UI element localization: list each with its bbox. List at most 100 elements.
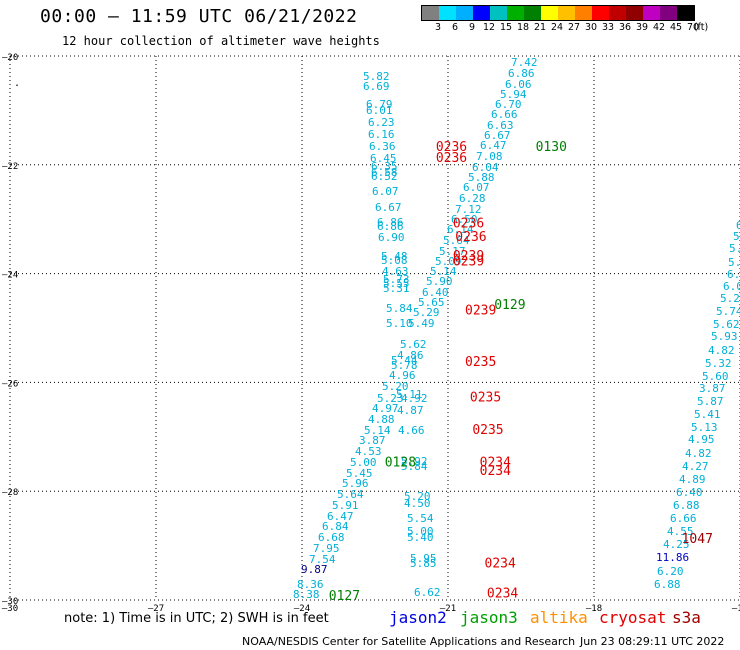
track-time-label: 0236 — [455, 230, 486, 245]
swh-value-label: 6.35 — [371, 160, 398, 173]
y-tick-label: –30 — [2, 597, 18, 607]
swh-value-label: 8.38 — [293, 588, 320, 601]
swh-value-label: 4.97 — [372, 402, 399, 415]
swh-value-label: 6.62 — [414, 586, 441, 599]
colorbar-swatch — [592, 6, 609, 20]
swh-value-label: 6.66 — [670, 512, 697, 525]
swh-value-label: 5.17 — [439, 245, 466, 258]
swh-value-label: 5.91 — [332, 499, 359, 512]
y-tick-label: –22 — [2, 162, 18, 172]
colorbar-tick: 24 — [550, 22, 564, 33]
swh-value-label: 5.49 — [408, 317, 435, 330]
colorbar-tick: 15 — [499, 22, 513, 33]
swh-value-label: 4.89 — [679, 473, 706, 486]
swh-value-label: 6.63 — [487, 119, 514, 132]
track-time-label: 0239 — [453, 254, 484, 269]
swh-value-label: 5.95 — [410, 552, 437, 565]
track-time-label: 0234 — [480, 456, 511, 471]
swh-value-label-high: 11.86 — [656, 551, 689, 564]
legend-item-jason2: jason2 — [389, 608, 447, 627]
colorbar-swatch — [575, 6, 592, 20]
swh-value-label: 4.82 — [685, 447, 712, 460]
swh-value-label: 4.25 — [663, 538, 690, 551]
track-time-label: 1047 — [682, 532, 713, 547]
swh-value-label: 5.14 — [430, 265, 457, 278]
swh-value-label: 5.31 — [383, 282, 410, 295]
swh-value-label: 6.66 — [491, 108, 518, 121]
swh-value-label: 5.60 — [702, 370, 729, 383]
swh-value-label: 5.10 — [386, 317, 413, 330]
swh-value-label: 5.32 — [705, 357, 732, 370]
swh-value-label: 5.00 — [350, 456, 377, 469]
swh-value-label-high: 9.87 — [301, 563, 328, 576]
colorbar — [421, 5, 695, 21]
swh-value-label: 7.95 — [313, 542, 340, 555]
swh-value-label: 5.48 — [381, 250, 408, 263]
swh-value-label: 6.07 — [372, 185, 399, 198]
legend-item-jason3: jason3 — [460, 608, 518, 627]
swh-value-label: 3.87 — [699, 382, 726, 395]
swh-value-label: 4.87 — [397, 404, 424, 417]
swh-value-label: 5.84 — [401, 460, 428, 473]
track-time-label: 0236 — [453, 216, 484, 231]
swh-value-label: 6.32 — [736, 219, 740, 232]
swh-value-label: 5.11 — [396, 388, 423, 401]
swh-value-label: 6.70 — [495, 98, 522, 111]
swh-value-label: 5.00 — [407, 525, 434, 538]
swh-value-label: 4.55 — [667, 525, 694, 538]
swh-value-label: 5.78 — [391, 359, 418, 372]
swh-value-label: 6.68 — [318, 531, 345, 544]
swh-value-label: 6.88 — [673, 499, 700, 512]
swh-value-label: 4.53 — [355, 445, 382, 458]
colorbar-tick: 9 — [468, 22, 476, 33]
track-time-label: 0236 — [436, 140, 467, 155]
colorbar-swatch — [677, 6, 694, 20]
colorbar-swatch — [473, 6, 490, 20]
swh-value-label: 6.06 — [505, 78, 532, 91]
swh-value-label: 6.86 — [377, 216, 404, 229]
swh-value-label: 5.20 — [404, 490, 431, 503]
swh-value-label: 4.96 — [389, 369, 416, 382]
x-tick-label: –24 — [294, 604, 310, 614]
track-time-label: 0234 — [480, 464, 511, 479]
swh-value-label: 5.14 — [364, 424, 391, 437]
legend-item-s3a: s3a — [672, 608, 701, 627]
track-time-label: 0235 — [472, 423, 503, 438]
colorbar-swatch — [541, 6, 558, 20]
swh-value-label: 4.92 — [401, 392, 428, 405]
colorbar-tick: 27 — [567, 22, 581, 33]
x-tick-label: –18 — [586, 604, 602, 614]
map-dot-mark: . — [14, 78, 20, 89]
swh-value-label: 5.82 — [363, 70, 390, 83]
y-tick-label: –20 — [2, 53, 18, 63]
swh-value-label: 5.55 — [383, 277, 410, 290]
swh-value-label: 5.09 — [435, 255, 462, 268]
swh-value-label: 5.1 — [733, 230, 740, 243]
swh-value-label: 6.0 — [723, 280, 740, 293]
map-title: 00:00 – 11:59 UTC 06/21/2022 — [40, 6, 358, 27]
colorbar-tick: 3 — [434, 22, 442, 33]
swh-value-label: 4.82 — [708, 344, 735, 357]
swh-value-label: 7.42 — [511, 56, 538, 69]
swh-value-label: 5.23 — [377, 392, 404, 405]
swh-value-label: 6.79 — [366, 98, 393, 111]
x-tick-label: –27 — [148, 604, 164, 614]
swh-value-label: 6.52 — [371, 170, 398, 183]
swh-value-label: 5.29 — [720, 292, 740, 305]
track-time-label: 0235 — [470, 390, 501, 405]
track-time-label: 0128 — [385, 456, 416, 471]
swh-value-label: 4.27 — [682, 460, 709, 473]
swh-value-label: 5.45 — [346, 467, 373, 480]
swh-value-label: 5.90 — [426, 275, 453, 288]
swh-value-label: 6.84 — [322, 520, 349, 533]
colorbar-tick: 12 — [482, 22, 496, 33]
swh-value-label: 6.47 — [327, 510, 354, 523]
swh-value-label: 5.62 — [713, 318, 740, 331]
swh-value-label: 4.95 — [688, 433, 715, 446]
swh-value-label: 6.88 — [654, 578, 681, 591]
colorbar-tick: 30 — [584, 22, 598, 33]
swh-value-label: 5.87 — [697, 395, 724, 408]
swh-value-label: 4.88 — [368, 413, 395, 426]
